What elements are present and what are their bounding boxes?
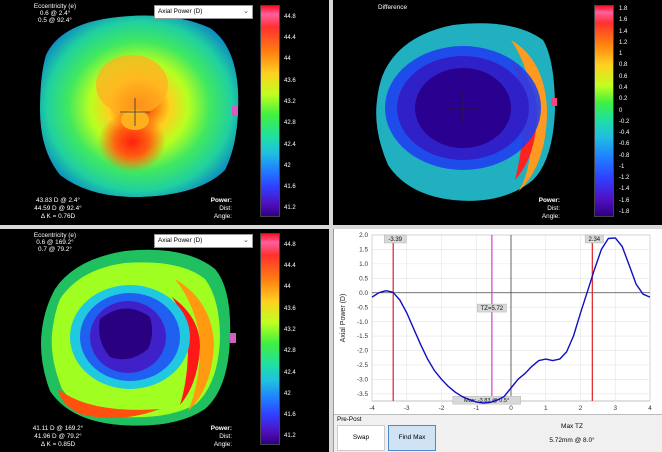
axial-power-chart[interactable]: 2.0 1.5 1.0 0.5 0.0 -0.5 -1.0 -1.5 -2.0 -2.5 -3.0 -…	[334, 229, 662, 414]
power-label: Power:	[538, 197, 560, 204]
y-tick-label: -2.0	[357, 348, 368, 355]
stats-line-1: 43.83 D @ 2.4°	[36, 197, 80, 204]
stats-line-2: 41.96 D @ 79.2°	[34, 433, 82, 440]
stats-line-3: Δ K = 0.85D	[40, 441, 76, 448]
x-tick-label: 1	[544, 405, 548, 412]
difference-map-top-right[interactable]: Difference 1.8 1.6 1.4 1.2 1 0.8 0.6 0.4…	[333, 0, 662, 225]
marker-label: 2.34	[588, 237, 600, 243]
x-tick-label: 4	[648, 405, 652, 412]
x-tick-label: -4	[369, 405, 375, 412]
max-tz-title: Max TZ	[561, 423, 583, 430]
map-type-dropdown[interactable]: Axial Power (D) ⌄	[154, 5, 253, 19]
marker-label: -3.39	[388, 237, 402, 243]
stats-line-3: Δ K = 0.76D	[40, 213, 76, 220]
ecc-line-1: 0.6 @ 169.2°	[36, 239, 74, 246]
ecc-line-2: 0.7 @ 79.2°	[38, 246, 72, 253]
color-scale-bar	[260, 5, 280, 217]
corneal-map-tl[interactable]	[0, 0, 329, 225]
color-scale-labels: 44.8 44.4 44 43.6 43.2 42.8 42.4 42 41.6…	[284, 14, 296, 211]
marker-label: TZ=5.72	[481, 306, 504, 312]
max-label: Max: -3.83 @ 0.5°	[464, 398, 509, 404]
y-tick-label: -1.0	[357, 319, 368, 326]
dist-label: Dist:	[547, 205, 560, 212]
x-tick-label: 0	[509, 405, 513, 412]
color-scale-labels: 44.8 44.4 44 43.6 43.2 42.8 42.4 42 41.6…	[284, 242, 296, 439]
x-tick-label: -1	[473, 405, 479, 412]
angle-label: Angle:	[541, 213, 560, 220]
y-tick-label: -1.5	[357, 333, 368, 340]
ecc-line-1: 0.6 @ 2.4°	[39, 10, 71, 17]
y-tick-label: -3.5	[357, 391, 368, 398]
chevron-down-icon: ⌄	[243, 8, 249, 15]
axial-map-bottom-left[interactable]: Eccentricity (e) 0.6 @ 169.2° 0.7 @ 79.2…	[0, 229, 329, 452]
power-label: Power:	[210, 425, 232, 432]
dist-label: Dist:	[219, 433, 232, 440]
y-tick-label: -2.5	[357, 362, 368, 369]
stats-line-1: 41.11 D @ 169.2°	[32, 425, 84, 432]
angle-label: Angle:	[213, 441, 232, 448]
y-axis-title: Axial Power (D)	[340, 294, 347, 343]
chevron-down-icon: ⌄	[243, 237, 249, 244]
dropdown-value: Axial Power (D)	[158, 237, 203, 244]
pre-post-label: Pre-Post	[337, 416, 362, 423]
map-type-dropdown[interactable]: Axial Power (D) ⌄	[154, 234, 253, 248]
find-max-button[interactable]: Find Max	[388, 425, 436, 451]
corneal-map-bl[interactable]	[0, 229, 329, 452]
angle-label: Angle:	[213, 213, 232, 220]
y-tick-label: -3.0	[357, 377, 368, 384]
max-label-box	[452, 395, 521, 405]
y-tick-label: 2.0	[359, 232, 368, 239]
x-tick-label: -2	[439, 405, 445, 412]
swap-button[interactable]: Swap	[337, 425, 385, 451]
ecc-title: Eccentricity (e)	[33, 232, 77, 239]
y-tick-label: 1.0	[359, 261, 368, 268]
y-tick-label: 1.5	[359, 247, 368, 254]
x-tick-label: -3	[404, 405, 410, 412]
y-tick-label: -0.5	[357, 304, 368, 311]
max-tz-value: 5.72mm @ 8.0°	[549, 437, 595, 444]
axial-map-top-left[interactable]: Eccentricity (e) 0.6 @ 2.4° 0.5 @ 92.4° …	[0, 0, 329, 225]
profile-graph-panel: 2.0 1.5 1.0 0.5 0.0 -0.5 -1.0 -1.5 -2.0 -2.5 -3.0 -…	[333, 229, 662, 452]
difference-scale-bar	[594, 5, 614, 217]
dropdown-value: Axial Power (D)	[158, 8, 203, 15]
ecc-title: Eccentricity (e)	[33, 3, 77, 10]
pre-post-controls: Pre-Post Swap Find Max Max TZ 5.72mm @ 8…	[334, 414, 662, 452]
x-tick-label: 3	[613, 405, 617, 412]
marker-label-box	[383, 234, 407, 244]
difference-title: Difference	[378, 4, 408, 11]
color-scale-bar	[260, 233, 280, 445]
y-tick-label: 0.0	[359, 290, 368, 297]
y-tick-label: 0.5	[359, 276, 368, 283]
ecc-line-2: 0.5 @ 92.4°	[38, 17, 72, 24]
difference-scale-labels: 1.8 1.6 1.4 1.2 1 0.8 0.6 0.4 0.2 0 -0.2…	[619, 6, 630, 215]
corneal-map-tr[interactable]	[333, 0, 662, 225]
marker-label-box	[584, 234, 604, 244]
marker-label-box	[477, 303, 507, 313]
power-label: Power:	[210, 197, 232, 204]
x-tick-label: 2	[579, 405, 583, 412]
stats-line-2: 44.59 D @ 92.4°	[34, 205, 82, 212]
dist-label: Dist:	[219, 205, 232, 212]
